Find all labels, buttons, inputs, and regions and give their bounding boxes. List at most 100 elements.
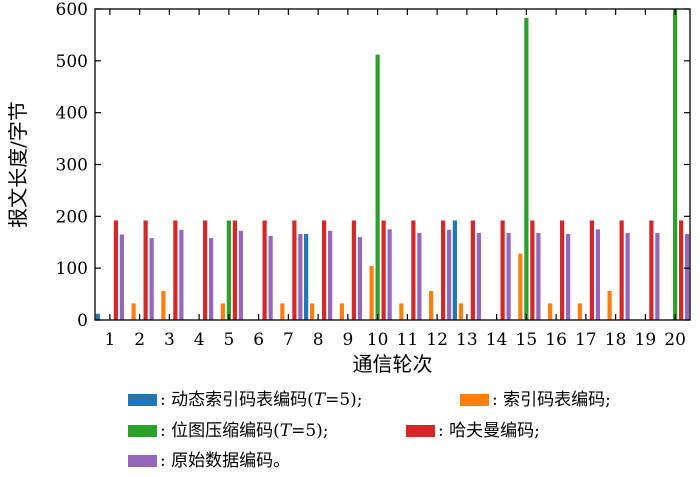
bar-series5-11 (417, 232, 422, 320)
bar-series5-3 (179, 229, 184, 320)
x-tick-label-12: 12 (426, 330, 448, 350)
bar-series2-13 (458, 303, 463, 320)
bar-series3-20 (673, 9, 678, 320)
plot-frame (94, 8, 691, 321)
bar-series4-16 (560, 220, 565, 320)
bar-series2-9 (339, 303, 344, 320)
ticks (95, 8, 690, 321)
bar-series2-5 (220, 303, 225, 320)
bar-series4-17 (589, 220, 594, 320)
bar-series4-20 (679, 220, 684, 320)
bar-series5-15 (536, 232, 541, 320)
y-tick-label-500: 500 (56, 52, 88, 72)
series-1 (95, 220, 457, 320)
series-2 (131, 253, 612, 320)
x-tick-label-14: 14 (486, 330, 508, 350)
legend-swatch-4 (406, 425, 435, 437)
bar-series4-15 (530, 220, 535, 320)
x-tick-label-19: 19 (635, 330, 657, 350)
y-tick-labels: 0 100 200 300 400 500 600 (56, 0, 88, 331)
bar-series2-8 (310, 303, 315, 320)
y-axis-label: 报文长度/字节 (6, 101, 30, 228)
bar-series5-4 (209, 238, 214, 320)
bar-series4-5 (232, 220, 237, 320)
y-tick-label-200: 200 (56, 207, 88, 227)
bar-series2-18 (607, 290, 612, 320)
x-tick-label-4: 4 (194, 330, 205, 350)
series-3 (226, 9, 678, 321)
x-tick-label-2: 2 (134, 330, 145, 350)
x-tick-label-20: 20 (664, 330, 686, 350)
x-tick-label-9: 9 (342, 330, 353, 350)
bar-series2-10 (369, 266, 374, 320)
bar-series5-5 (238, 230, 243, 320)
legend-swatch-2 (460, 394, 489, 406)
x-tick-label-10: 10 (367, 330, 389, 350)
legend-label-3: : 位图压缩编码(T=5); (160, 421, 329, 441)
legend-item-2: : 索引码表编码; (460, 390, 611, 410)
bar-series4-4 (203, 220, 208, 320)
legend-item-5: : 原始数据编码。 (128, 451, 290, 471)
bar-series2-11 (399, 303, 404, 320)
bar-series5-17 (595, 229, 600, 320)
bar-series2-17 (577, 303, 582, 320)
bar-series4-14 (500, 220, 505, 320)
bar-series2-3 (161, 290, 166, 320)
series-4 (113, 220, 684, 320)
bar-series5-13 (476, 232, 481, 320)
bar-series5-10 (387, 229, 392, 320)
y-tick-label-400: 400 (56, 104, 88, 124)
bar-series5-1 (119, 234, 124, 320)
bar-series4-12 (441, 220, 446, 320)
legend-label-2: : 索引码表编码; (492, 390, 611, 410)
bar-series5-8 (328, 230, 333, 320)
bar-series5-14 (506, 232, 511, 320)
x-tick-label-18: 18 (605, 330, 627, 350)
x-tick-label-6: 6 (253, 330, 264, 350)
bar-series3-15 (524, 17, 529, 321)
legend-item-3: : 位图压缩编码(T=5); (128, 421, 329, 441)
bar-series5-18 (625, 232, 630, 320)
y-tick-label-0: 0 (77, 311, 88, 331)
bar-series5-20 (685, 233, 690, 320)
bar-series3-5 (226, 220, 231, 320)
bar-series2-7 (280, 303, 285, 320)
x-tick-label-7: 7 (283, 330, 294, 350)
x-tick-label-16: 16 (545, 330, 567, 350)
legend-swatch-1 (128, 394, 157, 406)
bar-series5-16 (566, 233, 571, 320)
bar-series4-11 (411, 220, 416, 320)
bar-series4-3 (173, 220, 178, 320)
legend-label-1: : 动态索引码表编码(T=5); (160, 390, 363, 410)
x-tick-labels: 1 2 3 4 5 6 7 8 9 10 11 12 13 14 15 16 17 18 19 20 (104, 330, 685, 350)
bar-series5-19 (655, 232, 660, 320)
bar-series1-8 (304, 233, 309, 320)
x-tick-label-5: 5 (223, 330, 234, 350)
bar-series2-2 (131, 303, 136, 320)
bar-series4-7 (292, 220, 297, 320)
bar-series4-6 (262, 220, 267, 320)
bar-series2-15 (518, 253, 523, 320)
bar-series5-6 (268, 236, 273, 320)
x-tick-label-3: 3 (164, 330, 175, 350)
bars (95, 9, 690, 321)
bar-series2-16 (548, 303, 553, 320)
legend-label-5: : 原始数据编码。 (160, 451, 290, 471)
bar-series4-18 (619, 220, 624, 320)
series-5 (119, 229, 690, 320)
bar-series5-2 (149, 238, 154, 320)
bar-series3-10 (375, 54, 380, 321)
bar-series4-13 (470, 220, 475, 320)
x-axis-label: 通信轮次 (353, 352, 433, 376)
bar-series4-9 (351, 220, 356, 320)
legend-item-1: : 动态索引码表编码(T=5); (128, 390, 363, 410)
legend: : 动态索引码表编码(T=5); : 索引码表编码; : 位图压缩编码(T=5);:… (128, 390, 611, 471)
bar-series5-9 (357, 237, 362, 320)
legend-swatch-3 (128, 425, 157, 437)
bar-series4-8 (322, 220, 327, 320)
x-tick-label-11: 11 (397, 330, 419, 350)
legend-swatch-5 (128, 455, 157, 467)
bar-series5-7 (298, 233, 303, 320)
y-tick-label-100: 100 (56, 259, 88, 279)
